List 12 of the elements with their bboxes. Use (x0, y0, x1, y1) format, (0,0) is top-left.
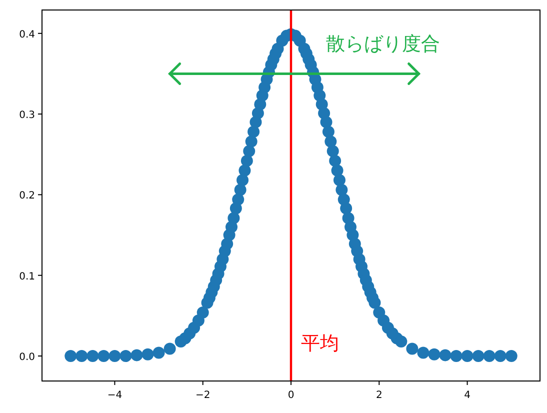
x-tick-label: 0 (288, 390, 294, 401)
y-tick-label: 0.0 (19, 352, 35, 363)
x-tick-label: −4 (107, 390, 122, 401)
y-tick-label: 0.2 (19, 190, 35, 202)
ref-line-label: 平均 (301, 332, 339, 355)
y-tick-label: 0.4 (19, 29, 35, 40)
x-tick-label: 2 (376, 390, 382, 401)
y-tick-label: 0.1 (19, 271, 35, 282)
annotation: 散らばり度合 (326, 33, 440, 55)
x-tick-label: 4 (464, 390, 470, 401)
y-tick-label: 0.3 (19, 110, 35, 122)
x-tick-label: −2 (195, 390, 210, 401)
